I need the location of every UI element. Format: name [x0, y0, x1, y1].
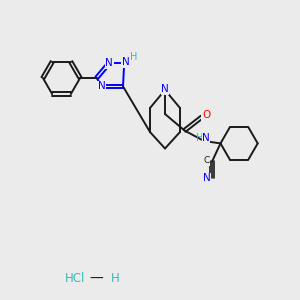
Text: H: H: [196, 133, 203, 143]
Text: O: O: [202, 110, 210, 121]
Text: C: C: [203, 156, 209, 165]
Text: H: H: [130, 52, 137, 62]
Text: H: H: [111, 272, 120, 285]
Text: N: N: [105, 58, 113, 68]
Text: N: N: [203, 173, 211, 184]
Text: N: N: [98, 81, 105, 92]
Text: N: N: [161, 84, 169, 94]
Text: —: —: [89, 272, 103, 286]
Text: HCl: HCl: [65, 272, 85, 285]
Text: N: N: [202, 133, 210, 143]
Text: N: N: [122, 57, 129, 67]
